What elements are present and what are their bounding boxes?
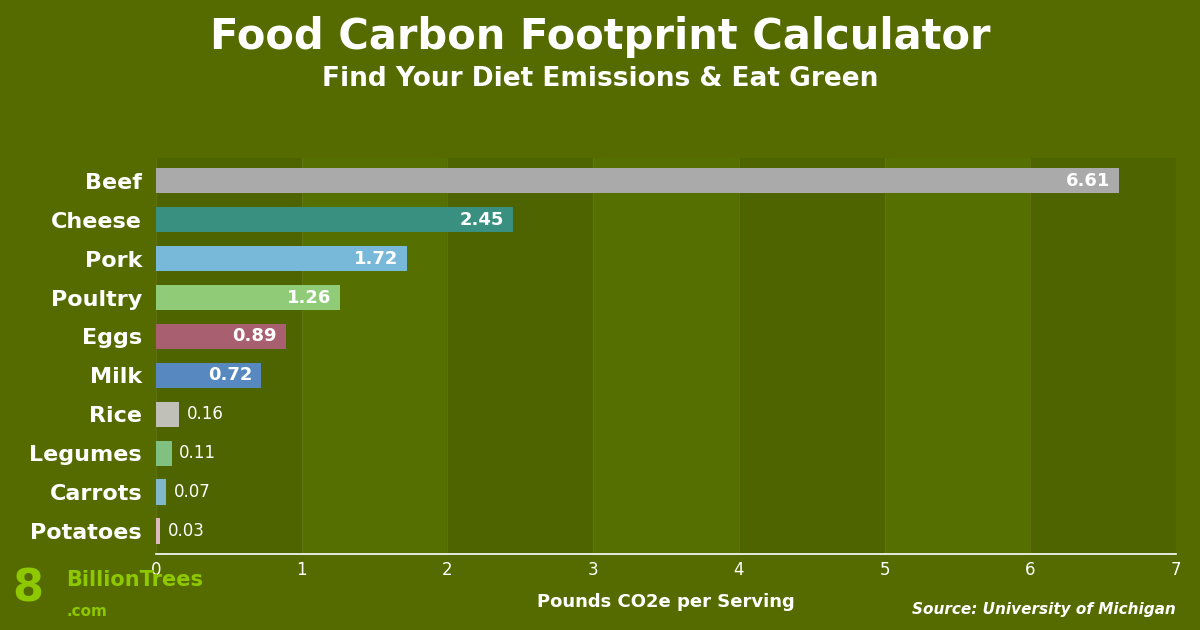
Text: 0.11: 0.11 — [179, 444, 216, 462]
Text: 0.89: 0.89 — [233, 328, 277, 345]
Text: Source: University of Michigan: Source: University of Michigan — [912, 602, 1176, 617]
Bar — [156, 324, 286, 349]
Text: 6.61: 6.61 — [1066, 172, 1110, 190]
Bar — [156, 518, 161, 544]
X-axis label: Pounds CO2e per Serving: Pounds CO2e per Serving — [538, 593, 794, 611]
Bar — [1031, 158, 1176, 554]
Bar — [156, 168, 1120, 193]
Bar — [156, 246, 407, 272]
Bar — [301, 158, 448, 554]
Text: .com: .com — [66, 604, 107, 619]
Text: Food Carbon Footprint Calculator: Food Carbon Footprint Calculator — [210, 16, 990, 58]
Bar — [156, 363, 260, 388]
Bar — [884, 158, 1031, 554]
Text: 0.16: 0.16 — [187, 405, 223, 423]
Text: BillionTrees: BillionTrees — [66, 570, 203, 590]
Bar — [156, 207, 514, 232]
Text: 0.03: 0.03 — [168, 522, 204, 540]
Bar — [156, 479, 166, 505]
Bar — [156, 402, 179, 427]
Bar — [739, 158, 884, 554]
Text: 0.07: 0.07 — [174, 483, 210, 501]
Text: 2.45: 2.45 — [460, 211, 504, 229]
Text: Find Your Diet Emissions & Eat Green: Find Your Diet Emissions & Eat Green — [322, 66, 878, 92]
Text: 1.72: 1.72 — [354, 249, 398, 268]
Bar — [593, 158, 739, 554]
Text: 1.26: 1.26 — [287, 289, 331, 307]
Bar — [156, 440, 172, 466]
Text: 8: 8 — [12, 567, 43, 610]
Bar — [156, 285, 340, 310]
Bar — [448, 158, 593, 554]
Bar — [156, 158, 301, 554]
Text: 0.72: 0.72 — [208, 367, 252, 384]
